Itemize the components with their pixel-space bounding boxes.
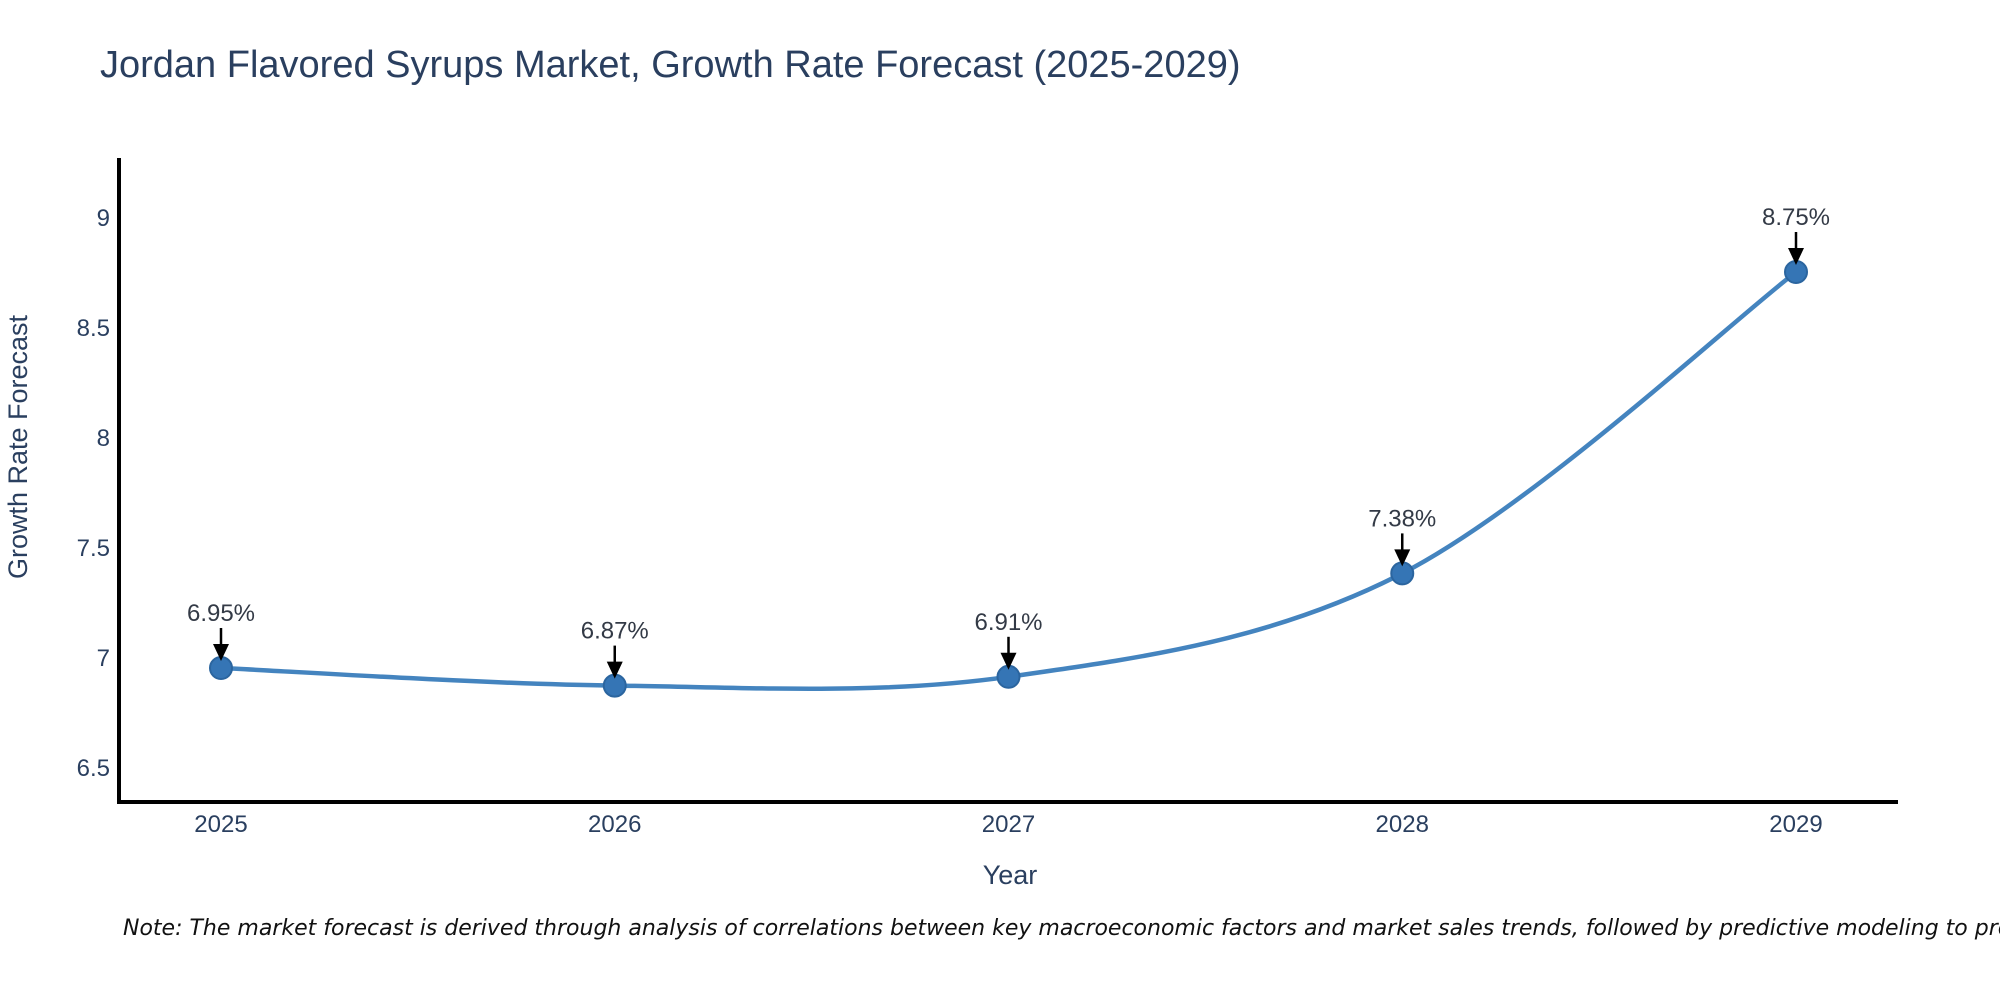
annotation-label-2027: 6.91%	[974, 609, 1042, 636]
x-axis-title: Year	[983, 860, 1038, 890]
y-tick-label-7: 7	[97, 645, 110, 672]
x-tick-label-2026: 2026	[588, 811, 641, 838]
chart-title: Jordan Flavored Syrups Market, Growth Ra…	[100, 44, 1241, 86]
y-tick-label-9: 9	[97, 205, 110, 232]
annotation-label-2028: 7.38%	[1368, 505, 1436, 532]
y-axis-title: Growth Rate Forecast	[3, 314, 33, 579]
y-tick-label-8: 8	[97, 425, 110, 452]
annotation-label-2026: 6.87%	[581, 618, 649, 645]
y-tick-label-7.5: 7.5	[77, 535, 110, 562]
annotation-arrowhead-2025	[213, 644, 229, 661]
x-tick-label-2029: 2029	[1769, 811, 1822, 838]
footnote: Note: The market forecast is derived thr…	[123, 916, 2000, 941]
x-tick-label-2028: 2028	[1376, 811, 1429, 838]
x-tick-label-2025: 2025	[194, 811, 247, 838]
annotation-arrowhead-2028	[1394, 549, 1411, 567]
forecast-spline-line	[220, 270, 1798, 692]
annotation-arrowhead-2027	[1000, 652, 1017, 670]
annotation-label-2025: 6.95%	[187, 600, 255, 627]
x-tick-label-2027: 2027	[982, 811, 1035, 838]
annotation-label-2029: 8.75%	[1762, 204, 1830, 231]
annotation-arrowhead-2026	[606, 661, 623, 679]
y-tick-label-8.5: 8.5	[77, 315, 110, 342]
annotation-arrowhead-2029	[1788, 248, 1804, 265]
y-tick-label-6.5: 6.5	[77, 755, 110, 782]
